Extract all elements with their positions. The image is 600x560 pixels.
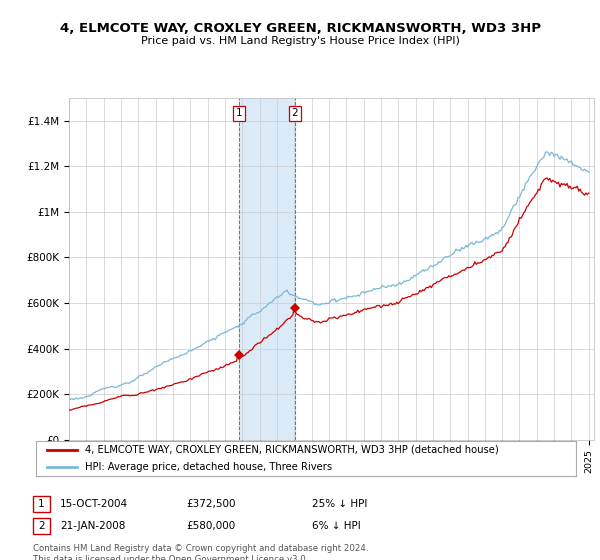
Text: 6% ↓ HPI: 6% ↓ HPI	[312, 521, 361, 531]
Text: 1: 1	[235, 109, 242, 118]
Text: £372,500: £372,500	[186, 499, 235, 509]
Text: Contains HM Land Registry data © Crown copyright and database right 2024.
This d: Contains HM Land Registry data © Crown c…	[33, 544, 368, 560]
Text: 4, ELMCOTE WAY, CROXLEY GREEN, RICKMANSWORTH, WD3 3HP: 4, ELMCOTE WAY, CROXLEY GREEN, RICKMANSW…	[59, 22, 541, 35]
Text: 25% ↓ HPI: 25% ↓ HPI	[312, 499, 367, 509]
Text: 2: 2	[38, 521, 45, 531]
Text: 1: 1	[38, 499, 45, 509]
Text: HPI: Average price, detached house, Three Rivers: HPI: Average price, detached house, Thre…	[85, 463, 332, 472]
Text: 21-JAN-2008: 21-JAN-2008	[60, 521, 125, 531]
Text: 15-OCT-2004: 15-OCT-2004	[60, 499, 128, 509]
Text: 4, ELMCOTE WAY, CROXLEY GREEN, RICKMANSWORTH, WD3 3HP (detached house): 4, ELMCOTE WAY, CROXLEY GREEN, RICKMANSW…	[85, 445, 499, 455]
Bar	[239, 98, 295, 440]
Text: 2: 2	[292, 109, 298, 118]
Text: Price paid vs. HM Land Registry's House Price Index (HPI): Price paid vs. HM Land Registry's House …	[140, 36, 460, 46]
Text: £580,000: £580,000	[186, 521, 235, 531]
